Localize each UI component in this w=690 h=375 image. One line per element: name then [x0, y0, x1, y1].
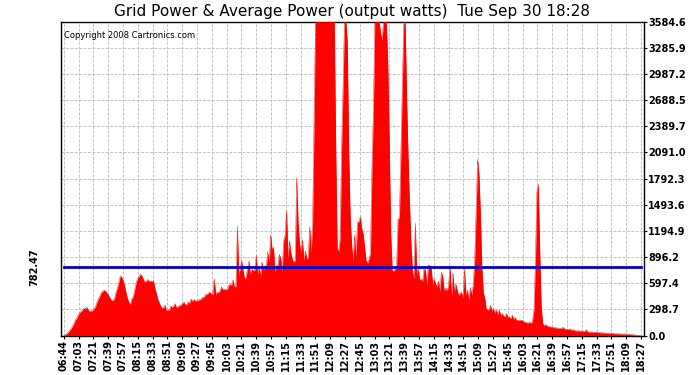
Title: Grid Power & Average Power (output watts)  Tue Sep 30 18:28: Grid Power & Average Power (output watts…: [115, 4, 591, 19]
Text: 782.47: 782.47: [30, 248, 39, 286]
Text: Copyright 2008 Cartronics.com: Copyright 2008 Cartronics.com: [63, 31, 195, 40]
